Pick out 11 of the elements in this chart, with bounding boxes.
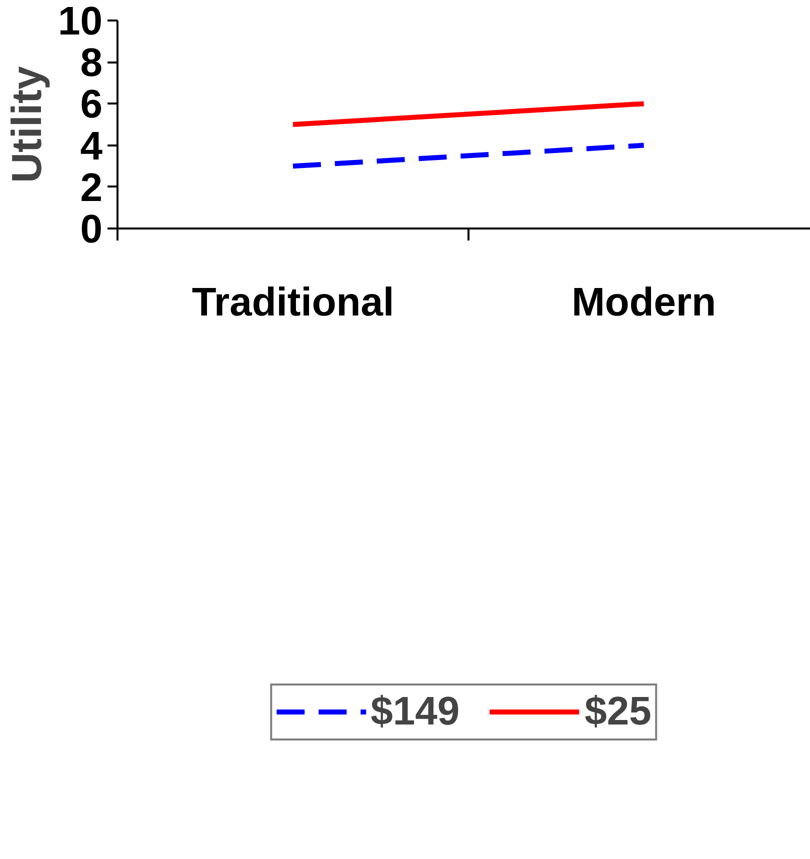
legend-label: $149 xyxy=(370,689,460,734)
y-tick-label: 8 xyxy=(80,41,103,86)
y-tick-label: 6 xyxy=(80,82,103,127)
y-tick-label: 10 xyxy=(58,0,103,44)
x-tick-label: Traditional xyxy=(192,280,394,324)
y-axis-title: Utility xyxy=(3,66,50,183)
y-tick-label: 0 xyxy=(80,208,103,252)
y-tick-label: 2 xyxy=(80,166,103,210)
y-tick-label: 4 xyxy=(80,124,104,168)
x-tick-label: Modern xyxy=(572,280,716,324)
legend-label: $25 xyxy=(584,689,652,734)
